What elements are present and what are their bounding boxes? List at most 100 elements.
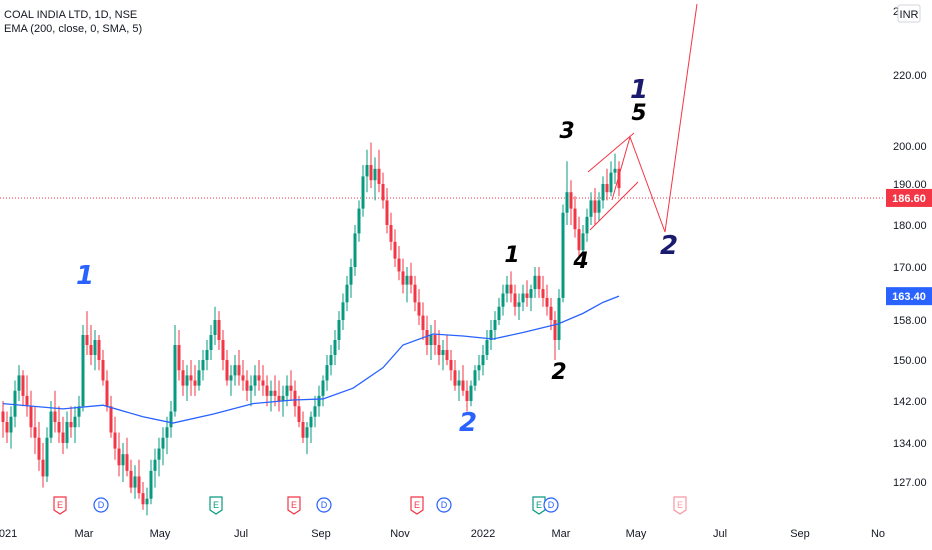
candle-body — [229, 375, 233, 381]
candle-body — [65, 422, 69, 443]
candle-body — [89, 345, 93, 355]
event-marker-earnings[interactable]: E — [53, 496, 67, 515]
candle — [341, 293, 345, 330]
y-tick-label: 220.00 — [893, 70, 927, 82]
candle-body — [21, 375, 25, 396]
indicator-label[interactable]: EMA (200, close, 0, SMA, 5) — [4, 23, 143, 35]
candle — [61, 416, 65, 455]
candle-body — [13, 390, 17, 417]
candle — [321, 375, 325, 407]
candle — [517, 293, 521, 320]
symbol-title[interactable]: COAL INDIA LTD, 1D, NSE — [4, 9, 138, 21]
candle — [493, 311, 497, 340]
candle-body — [593, 200, 597, 213]
candle — [369, 142, 373, 189]
candle — [185, 365, 189, 401]
wedge-lower-line — [589, 181, 639, 231]
event-marker-dividend[interactable]: D — [93, 497, 109, 513]
candle-body — [329, 355, 333, 366]
event-marker-earnings[interactable]: E — [673, 496, 687, 515]
candle-body — [397, 258, 401, 272]
wave-label: 1 — [630, 75, 648, 105]
candle-body — [41, 459, 45, 477]
candle — [229, 365, 233, 396]
candle-body — [437, 345, 441, 355]
candle — [297, 395, 301, 428]
candle-body — [249, 385, 253, 391]
candle-body — [165, 427, 169, 438]
candle-body — [33, 427, 37, 438]
candle — [209, 325, 213, 360]
candle — [169, 401, 173, 438]
candle — [485, 330, 489, 360]
event-marker-dividend[interactable]: D — [543, 497, 559, 513]
event-letter: E — [536, 500, 542, 510]
candle-body — [265, 385, 269, 396]
candle-body — [545, 297, 549, 307]
x-tick-label: 021 — [0, 528, 17, 540]
candle-body — [605, 184, 609, 193]
candle — [373, 157, 377, 201]
candle — [365, 149, 369, 193]
candle — [477, 355, 481, 381]
candle-body — [1, 411, 5, 422]
candle — [469, 380, 473, 407]
candle-body — [489, 330, 493, 340]
price-scale[interactable] — [885, 0, 932, 550]
candle-body — [353, 233, 357, 267]
candle-body — [341, 302, 345, 320]
candle-body — [277, 395, 281, 401]
candle — [333, 330, 337, 366]
time-scale[interactable] — [0, 520, 932, 550]
candle — [601, 176, 605, 209]
candle-body — [389, 225, 393, 242]
candle-body — [69, 422, 73, 428]
candle — [449, 350, 453, 381]
candle — [317, 385, 321, 417]
event-marker-earnings[interactable]: E — [287, 496, 301, 515]
candle-body — [361, 176, 365, 209]
candle-body — [213, 320, 217, 335]
x-tick-label: No — [871, 528, 885, 540]
candle — [265, 375, 269, 407]
candle-body — [457, 380, 461, 386]
y-tick-label: 134.00 — [893, 438, 927, 450]
y-tick-label: 190.00 — [893, 179, 927, 191]
candle — [293, 380, 297, 417]
event-marker-earnings[interactable]: E — [410, 496, 424, 515]
event-marker-dividend[interactable]: D — [316, 497, 332, 513]
event-marker-earnings[interactable]: E — [532, 496, 546, 515]
candle — [193, 365, 197, 396]
candle-body — [497, 306, 501, 320]
candle — [197, 360, 201, 391]
candle — [353, 225, 357, 276]
candle-body — [221, 340, 225, 360]
ema-price-tag[interactable]: 163.40 — [886, 287, 932, 306]
candle — [405, 267, 409, 303]
currency-badge[interactable]: INR — [897, 4, 921, 23]
candle — [217, 311, 221, 350]
candle-body — [149, 470, 153, 499]
event-marker-dividend[interactable]: D — [436, 497, 452, 513]
candle — [441, 340, 445, 371]
candle — [29, 390, 33, 438]
candle — [573, 196, 577, 238]
earnings-icon — [673, 496, 687, 515]
candle — [41, 443, 45, 488]
candle-body — [109, 406, 113, 433]
candle — [433, 320, 437, 355]
last-price-tag[interactable]: 186.60 — [886, 188, 932, 207]
candle — [597, 192, 601, 221]
candle — [189, 360, 193, 396]
candle — [549, 297, 553, 330]
earnings-icon — [532, 496, 546, 515]
candle-body — [409, 275, 413, 285]
candle — [529, 284, 533, 312]
candle — [613, 153, 617, 184]
event-marker-earnings[interactable]: E — [209, 496, 223, 515]
candle — [181, 360, 185, 396]
candle-body — [37, 437, 41, 460]
candle — [93, 330, 97, 371]
candle-body — [117, 448, 121, 466]
